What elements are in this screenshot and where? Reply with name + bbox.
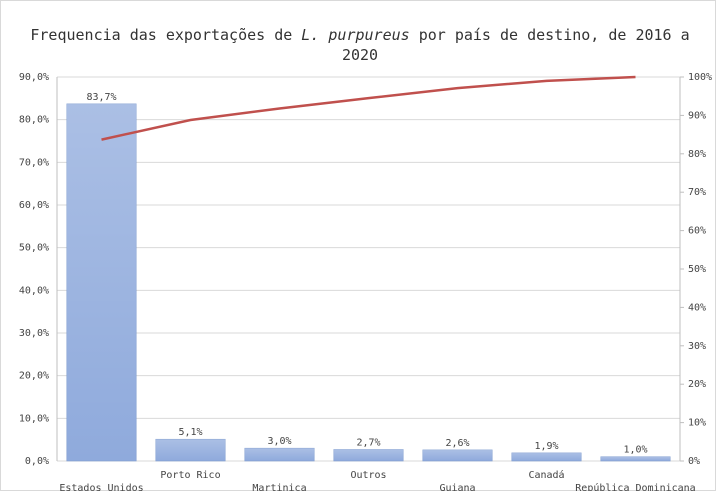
title-run: Frequencia das exportações de (30, 26, 301, 44)
y-tick-label: 50,0% (19, 243, 49, 254)
y2-tick-label: 70% (688, 187, 706, 198)
y2-tick-label: 80% (688, 149, 706, 160)
data-label: 1,9% (534, 441, 558, 452)
y2-tick-label: 40% (688, 302, 706, 313)
y2-tick-label: 0% (688, 456, 700, 467)
y-tick-label: 70,0% (19, 157, 49, 168)
bar-shade (155, 439, 226, 461)
data-label: 5,1% (178, 427, 202, 438)
chart-title: Frequencia das exportações de L. purpure… (30, 26, 689, 44)
bar-shade (333, 449, 404, 461)
y2-tick-label: 50% (688, 264, 706, 275)
data-label: 2,6% (445, 438, 469, 449)
bar-shade (600, 456, 671, 461)
y-tick-label: 10,0% (19, 413, 49, 424)
y2-tick-label: 30% (688, 341, 706, 352)
x-tick-label: Guiana (439, 483, 475, 491)
bar-shade (66, 103, 137, 461)
data-label: 3,0% (267, 436, 291, 447)
bar-shade (511, 452, 582, 461)
line (101, 75, 636, 141)
x-tick-label: Martinica (252, 483, 306, 491)
x-tick-label: Outros (350, 470, 386, 481)
y-tick-label: 80,0% (19, 115, 49, 126)
title-run: 2020 (342, 46, 378, 64)
y2-tick-label: 100% (688, 72, 712, 83)
data-label: 2,7% (356, 437, 380, 448)
y-tick-label: 60,0% (19, 200, 49, 211)
y-tick-label: 40,0% (19, 285, 49, 296)
y2-tick-label: 10% (688, 418, 706, 429)
y2-tick-label: 90% (688, 110, 706, 121)
bar-shade (422, 449, 493, 461)
y-tick-label: 0,0% (25, 456, 49, 467)
title-run: por país de destino, de 2016 a (410, 26, 690, 44)
y-tick-label: 30,0% (19, 328, 49, 339)
chart-title: 2020 (342, 46, 378, 64)
y-tick-label: 20,0% (19, 371, 49, 382)
x-tick-label: Canadá (528, 469, 564, 481)
title-run: L. purpureus (301, 26, 409, 44)
bar-shade (244, 448, 315, 461)
y-tick-label: 90,0% (19, 72, 49, 83)
data-label: 83,7% (86, 92, 116, 103)
x-tick-label: Porto Rico (160, 470, 220, 481)
data-label: 1,0% (623, 445, 647, 456)
x-tick-label: República Dominicana (575, 482, 695, 491)
x-tick-label: Estados Unidos (59, 483, 143, 491)
y2-tick-label: 60% (688, 226, 706, 237)
y2-tick-label: 20% (688, 379, 706, 390)
